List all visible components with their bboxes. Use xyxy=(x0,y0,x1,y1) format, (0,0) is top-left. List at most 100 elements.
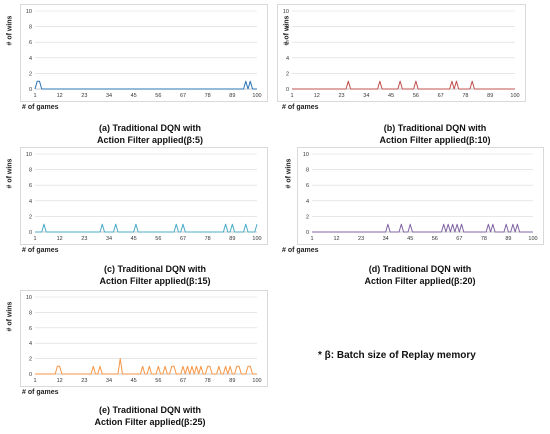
x-tick-label: 67 xyxy=(180,378,186,384)
x-tick-label: 100 xyxy=(510,93,519,99)
x-axis-label-d: # of games xyxy=(282,247,319,254)
y-tick-label: 8 xyxy=(29,310,32,316)
y-tick-label: 0 xyxy=(286,87,289,93)
y-tick-label: 0 xyxy=(29,230,32,236)
chart-frame-c: 0 2 4 6 8 10 1 12 23 34 45 56 67 78 89 100 xyxy=(20,147,268,245)
x-tick-label: 23 xyxy=(81,93,87,99)
x-tick-label: 67 xyxy=(456,236,462,242)
x-tick-label: 100 xyxy=(252,93,261,99)
y-axis-label-b: # of wins xyxy=(283,15,291,46)
chart-frame-e: 0 2 4 6 8 10 1 12 23 34 45 56 67 78 89 100 xyxy=(20,290,268,387)
series-line xyxy=(35,223,258,233)
y-tick-label: 10 xyxy=(303,152,309,158)
caption-e-line2: Action Filter applied(β:25) xyxy=(94,417,206,427)
chart-a-svg: 0 2 4 6 8 10 1 12 23 34 45 56 67 78 89 100 xyxy=(26,9,262,99)
y-tick-label: 8 xyxy=(29,25,32,31)
series-line xyxy=(312,223,533,233)
y-tick-label: 2 xyxy=(286,71,289,77)
y-axis-label-a: # of wins xyxy=(6,15,14,46)
x-tick-label: 78 xyxy=(205,236,211,242)
caption-d: (d) Traditional DQN with Action Filter a… xyxy=(320,263,520,287)
y-tick-label: 0 xyxy=(29,87,32,93)
x-tick-label: 89 xyxy=(505,236,511,242)
y-tick-label: 6 xyxy=(29,183,32,189)
caption-c-line2: Action Filter applied(β:15) xyxy=(99,276,211,286)
y-tick-label: 6 xyxy=(29,40,32,46)
chart-d-svg: 0 2 4 6 8 10 1 12 23 34 45 56 67 78 89 100 xyxy=(303,152,538,242)
caption-b-line1: (b) Traditional DQN with xyxy=(383,123,487,133)
chart-c-svg: 0 2 4 6 8 10 1 12 23 34 45 56 67 78 89 100 xyxy=(26,152,262,242)
caption-c-line1: (c) Traditional DQN with xyxy=(103,264,206,274)
y-axis-label-d: # of wins xyxy=(285,158,293,189)
y-tick-label: 6 xyxy=(286,40,289,46)
x-tick-label: 100 xyxy=(528,236,537,242)
x-tick-label: 78 xyxy=(205,93,211,99)
x-tick-label: 89 xyxy=(229,378,235,384)
x-tick-label: 1 xyxy=(310,236,313,242)
x-tick-label: 45 xyxy=(131,93,137,99)
x-axis-label-c: # of games xyxy=(22,247,59,254)
caption-b: (b) Traditional DQN with Action Filter a… xyxy=(335,122,535,146)
caption-c: (c) Traditional DQN with Action Filter a… xyxy=(55,263,255,287)
caption-d-line2: Action Filter applied(β:20) xyxy=(364,276,476,286)
x-tick-label: 45 xyxy=(131,378,137,384)
x-tick-label: 34 xyxy=(106,93,112,99)
x-tick-label: 23 xyxy=(338,93,344,99)
y-tick-label: 2 xyxy=(29,214,32,220)
x-axis-label-b: # of games xyxy=(282,104,319,111)
x-tick-label: 56 xyxy=(155,236,161,242)
y-tick-label: 2 xyxy=(306,214,309,220)
y-tick-label: 2 xyxy=(29,71,32,77)
x-tick-label: 12 xyxy=(57,378,63,384)
x-tick-label: 12 xyxy=(333,236,339,242)
y-tick-label: 4 xyxy=(29,199,32,205)
x-tick-label: 78 xyxy=(481,236,487,242)
caption-d-line1: (d) Traditional DQN with xyxy=(368,264,472,274)
x-tick-label: 1 xyxy=(33,378,36,384)
x-tick-label: 34 xyxy=(363,93,369,99)
series-line xyxy=(34,80,257,90)
x-tick-label: 45 xyxy=(131,236,137,242)
x-tick-label: 45 xyxy=(388,93,394,99)
y-tick-label: 10 xyxy=(26,9,32,15)
y-tick-label: 8 xyxy=(306,168,309,174)
x-tick-label: 89 xyxy=(487,93,493,99)
y-tick-label: 4 xyxy=(29,56,32,62)
x-tick-label: 1 xyxy=(33,236,36,242)
caption-b-line2: Action Filter applied(β:10) xyxy=(379,135,491,145)
y-tick-label: 2 xyxy=(29,357,32,363)
chart-frame-b: 0 2 4 6 8 10 1 12 23 34 45 56 67 78 89 100 xyxy=(277,4,526,102)
beta-footnote: * β: Batch size of Replay memory xyxy=(318,350,476,361)
y-tick-label: 6 xyxy=(29,326,32,332)
x-tick-label: 78 xyxy=(462,93,468,99)
x-tick-label: 67 xyxy=(180,236,186,242)
chart-b-svg: 0 2 4 6 8 10 1 12 23 34 45 56 67 78 89 100 xyxy=(283,9,520,99)
chart-frame-a: 0 2 4 6 8 10 1 12 23 34 45 56 67 78 89 100 xyxy=(20,4,268,102)
y-tick-label: 6 xyxy=(306,183,309,189)
series-line xyxy=(292,80,515,90)
y-axis-label-e: # of wins xyxy=(6,301,14,332)
series-line xyxy=(35,358,257,375)
y-tick-label: 8 xyxy=(286,25,289,31)
y-tick-label: 10 xyxy=(26,152,32,158)
x-tick-label: 89 xyxy=(229,236,235,242)
x-tick-label: 45 xyxy=(407,236,413,242)
x-tick-label: 89 xyxy=(229,93,235,99)
y-tick-label: 4 xyxy=(286,56,289,62)
y-tick-label: 0 xyxy=(29,372,32,378)
x-tick-label: 23 xyxy=(81,378,87,384)
x-tick-label: 1 xyxy=(33,93,36,99)
y-tick-label: 4 xyxy=(306,199,309,205)
x-tick-label: 34 xyxy=(106,236,112,242)
x-tick-label: 12 xyxy=(57,93,63,99)
x-tick-label: 78 xyxy=(205,378,211,384)
x-tick-label: 12 xyxy=(57,236,63,242)
x-axis-label-e: # of games xyxy=(22,389,59,396)
x-tick-label: 56 xyxy=(432,236,438,242)
x-tick-label: 100 xyxy=(252,236,261,242)
y-tick-label: 0 xyxy=(306,230,309,236)
x-tick-label: 56 xyxy=(155,93,161,99)
x-tick-label: 23 xyxy=(81,236,87,242)
x-tick-label: 34 xyxy=(383,236,389,242)
y-tick-label: 4 xyxy=(29,341,32,347)
